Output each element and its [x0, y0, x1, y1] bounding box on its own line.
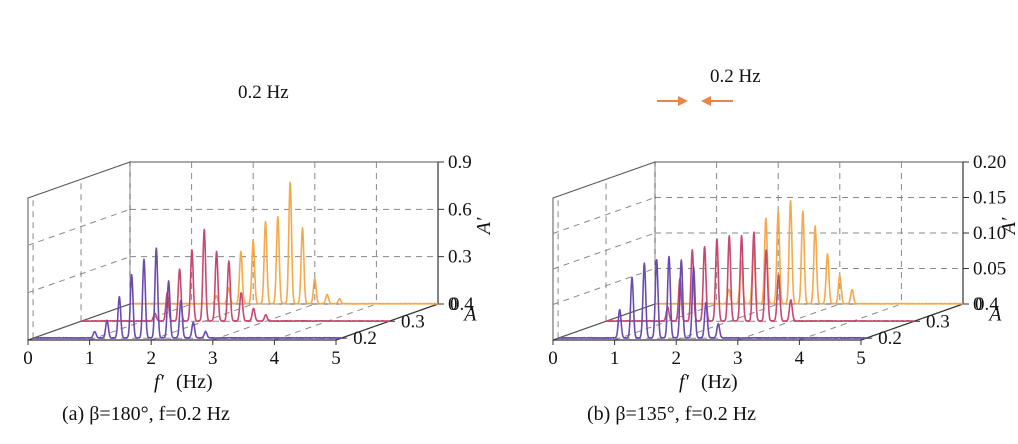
x-tick-label: 0 [548, 348, 558, 369]
floor-grid-line [799, 303, 902, 341]
x-axis-title: f′ [679, 371, 690, 393]
x-axis-unit: (Hz) [701, 371, 738, 393]
depth-tick-label: 0.2 [878, 328, 902, 349]
x-tick-label: 4 [795, 348, 805, 369]
series-line [80, 228, 390, 323]
x-tick-label: 4 [270, 348, 280, 369]
x-tick-label: 2 [146, 348, 156, 369]
axes: 0 1 2 3 4 5f′ (Hz)0.20.30.4A00.050.100.150.20A… [548, 152, 1018, 393]
z-tick-label: 0 [973, 294, 983, 315]
floor-grid-line [737, 303, 840, 341]
floor-grid-line [614, 303, 717, 341]
depth-axis-line [860, 303, 964, 341]
series-line [654, 199, 964, 305]
back-wall-frame [129, 161, 439, 305]
floor-grid-line [151, 303, 254, 341]
x-axis-unit: (Hz) [176, 371, 213, 393]
side-wall-hgrid [552, 197, 656, 234]
back-wall [129, 161, 439, 305]
panel-caption: (b) β=135°, f=0.2 Hz [587, 403, 756, 425]
x-tick-label: 2 [671, 348, 681, 369]
depth-tick-label: 0.3 [926, 311, 950, 332]
floor-grid-line [212, 303, 315, 341]
z-tick-label: 0 [448, 294, 458, 315]
depth-axis-line [335, 303, 439, 341]
series-line [605, 231, 915, 323]
z-tick-label: 0.20 [973, 152, 1006, 173]
panel-caption: (a) β=180°, f=0.2 Hz [62, 403, 230, 425]
side-wall [552, 161, 656, 341]
series-group [32, 181, 439, 339]
floor-grid-line [676, 303, 779, 341]
side-wall-hgrid [552, 232, 656, 270]
z-axis-title: A′ [473, 217, 495, 236]
depth-tick-label: 0.4 [975, 294, 999, 315]
z-axis-title: A′ [998, 217, 1018, 236]
depth-axis-title: A [462, 304, 477, 326]
side-wall-hgrid [27, 208, 131, 246]
z-tick-label: 0.3 [448, 247, 472, 268]
series-line [129, 181, 439, 305]
side-wall-frame [27, 161, 131, 341]
floor-grid-line [552, 303, 656, 341]
depth-tick-label: 0.4 [450, 294, 474, 315]
x-tick-label: 5 [856, 348, 866, 369]
z-tick-label: 0.10 [973, 223, 1006, 244]
floor-grid-line [89, 303, 192, 341]
x-tick-label: 3 [733, 348, 743, 369]
annotation-arrowhead-left [678, 96, 688, 106]
side-wall-hgrid [27, 256, 131, 294]
depth-tick-label: 0.2 [353, 328, 377, 349]
x-tick-label: 0 [23, 348, 33, 369]
z-tick-label: 0.05 [973, 259, 1006, 280]
side-wall-frame [552, 161, 656, 341]
z-tick-label: 0.15 [973, 188, 1006, 209]
annotation: 0.2 Hz [657, 66, 761, 106]
floor-grid-line [274, 303, 377, 341]
z-tick-label: 0.9 [448, 152, 472, 173]
series-line [557, 255, 867, 339]
annotation-label: 0.2 Hz [710, 66, 761, 87]
series-line [32, 247, 342, 339]
side-wall-hgrid [552, 268, 656, 305]
x-tick-label: 1 [85, 348, 95, 369]
annotation: 0.2 Hz [238, 82, 289, 103]
annotation-arrowhead-right [701, 96, 711, 106]
side-wall [27, 161, 131, 341]
depth-tick-label: 0.3 [401, 311, 425, 332]
back-wall [654, 161, 964, 305]
annotation-label: 0.2 Hz [238, 82, 289, 103]
x-tick-label: 5 [331, 348, 341, 369]
x-axis-title: f′ [154, 371, 165, 393]
panel-b-chart: 0 1 2 3 4 5f′ (Hz)0.20.30.4A00.050.100.150.20A… [548, 66, 1018, 425]
floor-grid-line [27, 303, 131, 341]
x-tick-label: 1 [610, 348, 620, 369]
depth-axis-title: A [987, 304, 1002, 326]
x-tick-label: 3 [208, 348, 218, 369]
series-group [557, 199, 964, 339]
z-tick-label: 0.6 [448, 199, 472, 220]
